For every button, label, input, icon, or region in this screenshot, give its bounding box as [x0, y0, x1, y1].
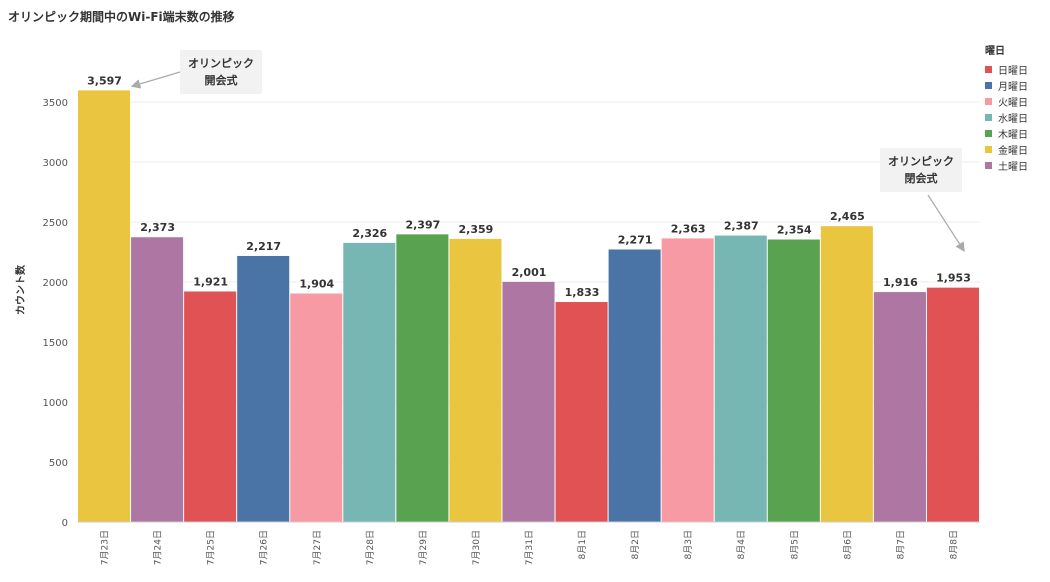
legend-swatch: [985, 161, 992, 169]
opening-arrow: [130, 71, 181, 89]
legend-label: 金曜日: [998, 145, 1028, 157]
value-label: 2,326: [352, 227, 387, 240]
legend: 曜日 日曜日月曜日火曜日水曜日木曜日金曜日土曜日: [985, 42, 1028, 173]
y-tick-label: 2000: [43, 278, 68, 289]
legend-label: 火曜日: [998, 97, 1028, 109]
y-tick-label: 2500: [43, 218, 68, 229]
value-label: 2,001: [512, 266, 547, 279]
bar: [78, 90, 131, 523]
legend-item: 土曜日: [985, 157, 1028, 173]
legend-item: 火曜日: [985, 93, 1028, 109]
bar: [184, 291, 237, 522]
legend-item: 水曜日: [985, 109, 1028, 125]
bar: [502, 281, 555, 522]
annotation-arrows: [130, 71, 965, 253]
legend-swatch: [985, 113, 992, 121]
value-label: 2,354: [777, 224, 812, 237]
value-labels: 3,597 2,373 1,921 2,217 1,904 2,326 2,397 2,359…: [87, 74, 971, 299]
legend-label: 月曜日: [998, 81, 1028, 93]
value-label: 3,597: [87, 74, 122, 87]
bar: [767, 239, 820, 522]
x-tick-label: 8月6日: [842, 530, 853, 559]
x-tick-label: 8月8日: [948, 530, 959, 559]
legend-label: 木曜日: [998, 129, 1028, 141]
x-tick-label: 7月23日: [100, 530, 111, 565]
value-label: 2,373: [140, 221, 175, 234]
legend-swatch: [985, 97, 992, 105]
closing-ceremony-callout: オリンピック 閉会式: [880, 148, 962, 192]
legend-label: 水曜日: [998, 113, 1028, 125]
bar: [873, 292, 926, 522]
x-tick-label: 7月30日: [471, 530, 482, 565]
value-label: 1,833: [565, 286, 600, 299]
value-label: 1,916: [883, 276, 918, 289]
y-tick-label: 0: [62, 518, 68, 529]
value-label: 2,359: [459, 223, 494, 236]
x-tick-label: 7月25日: [206, 530, 217, 565]
bars: [78, 90, 979, 523]
x-tick-label: 8月5日: [789, 530, 800, 559]
legend-swatch: [985, 65, 992, 73]
legend-swatch: [985, 145, 992, 153]
x-tick-label: 8月2日: [630, 530, 641, 559]
legend-title: 曜日: [985, 46, 1005, 57]
x-tick-label: 7月28日: [365, 530, 376, 565]
bar: [237, 255, 290, 522]
y-tick-label: 1500: [43, 338, 68, 349]
x-tick-label: 7月26日: [259, 530, 270, 565]
legend-label: 日曜日: [998, 65, 1028, 77]
y-tick-label: 3000: [43, 158, 68, 169]
bar: [926, 287, 979, 522]
y-axis-title: カウント数: [14, 264, 27, 315]
y-tick-label: 500: [49, 458, 68, 469]
bar: [449, 238, 502, 523]
bar: [714, 235, 767, 522]
bar: [555, 302, 608, 522]
value-label: 2,387: [724, 220, 759, 233]
value-label: 1,953: [936, 272, 971, 285]
legend-swatch: [985, 129, 992, 137]
value-label: 1,921: [193, 275, 228, 288]
bar: [820, 226, 873, 522]
x-tick-label: 8月1日: [577, 530, 588, 559]
x-tick-label: 7月31日: [524, 530, 535, 565]
bar: [131, 237, 184, 523]
bar: [290, 293, 343, 522]
value-label: 2,217: [246, 240, 281, 253]
legend-item: 月曜日: [985, 77, 1028, 93]
bar: [396, 234, 449, 523]
bar: [343, 242, 396, 522]
y-tick-label: 1000: [43, 398, 68, 409]
value-label: 2,465: [830, 210, 865, 223]
x-tick-label: 7月24日: [153, 530, 164, 565]
value-label: 2,397: [405, 218, 440, 231]
x-tick-label: 7月29日: [418, 530, 429, 565]
legend-item: 金曜日: [985, 141, 1028, 157]
x-tick-label: 7月27日: [312, 530, 323, 565]
closing-arrow: [927, 194, 965, 253]
legend-swatch: [985, 81, 992, 89]
x-tick-label: 8月3日: [683, 530, 694, 559]
legend-item: 日曜日: [985, 61, 1028, 77]
legend-label: 土曜日: [998, 161, 1028, 173]
axes: 0 500 1000 1500 2000 2500 3000 3500 7月23日 7月24日 7月…: [43, 98, 980, 565]
bar: [661, 238, 714, 522]
value-label: 1,904: [299, 278, 334, 291]
value-label: 2,271: [618, 233, 653, 246]
opening-ceremony-callout: オリンピック 開会式: [180, 50, 262, 94]
chart-title: オリンピック期間中のWi-Fi端末数の推移: [8, 10, 235, 24]
value-label: 2,363: [671, 222, 706, 235]
x-tick-label: 8月7日: [895, 530, 906, 559]
bar: [608, 249, 661, 523]
y-tick-label: 3500: [43, 98, 68, 109]
x-tick-label: 8月4日: [736, 530, 747, 559]
legend-item: 木曜日: [985, 125, 1028, 141]
